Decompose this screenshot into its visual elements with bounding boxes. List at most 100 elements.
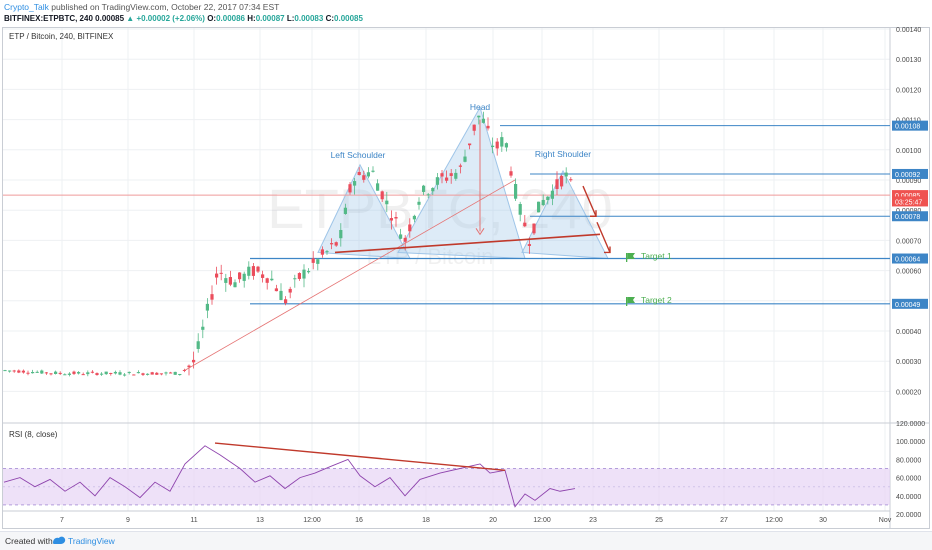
- close-label: C:: [325, 14, 335, 23]
- candle-body: [481, 118, 485, 123]
- candle-body: [426, 194, 430, 196]
- tradingview-link[interactable]: TradingView: [68, 536, 115, 546]
- high-value: 0.00087: [255, 14, 285, 23]
- time-tick-label: 27: [720, 517, 728, 524]
- candle-body: [113, 371, 117, 374]
- candle-body: [95, 373, 99, 376]
- candle-body: [385, 200, 389, 205]
- candle-body: [541, 199, 545, 206]
- candle-body: [560, 176, 564, 187]
- candle-body: [463, 156, 467, 162]
- candle-body: [307, 271, 311, 273]
- time-axis: 7 9 11 13 12:00 16 18 20 12:00 23 25 27 12:00 30 Nov: [60, 517, 892, 524]
- candlestick-series: [3, 111, 573, 377]
- last-price: 0.00085: [95, 14, 125, 23]
- candle-body: [500, 137, 504, 147]
- candle-body: [366, 172, 370, 177]
- candle-body: [40, 370, 44, 374]
- candle-body: [325, 251, 329, 253]
- candle-body: [256, 266, 260, 272]
- candle-body: [357, 171, 361, 176]
- candle-body: [550, 190, 554, 199]
- candle-body: [449, 173, 453, 176]
- candle-body: [81, 374, 85, 376]
- candle-body: [527, 244, 531, 246]
- candle-body: [63, 374, 67, 376]
- candle-body: [77, 372, 81, 374]
- candle-body: [12, 370, 16, 372]
- candle-body: [330, 243, 334, 245]
- candle-body: [477, 115, 481, 118]
- price-badge: [892, 190, 928, 201]
- target2-label: Target 2: [641, 295, 672, 305]
- candle-body: [297, 273, 301, 279]
- chart-area[interactable]: [2, 27, 930, 529]
- price-badge-label: 0.00092: [895, 172, 920, 179]
- time-tick-label: 30: [819, 517, 827, 524]
- time-tick-label: 18: [422, 517, 430, 524]
- candle-body: [495, 141, 499, 149]
- candle-body: [187, 365, 191, 368]
- arrow-down-icon: [590, 210, 597, 217]
- candle-body: [343, 207, 347, 214]
- candle-body: [104, 371, 108, 375]
- candle-body: [67, 373, 71, 375]
- head-and-shoulders-pattern: [317, 106, 609, 260]
- ohlc-legend: BITFINEX:ETPBTC, 240 0.00085 ▲ +0.00002 …: [4, 14, 363, 23]
- price-axis: 0.001400.001300.001200.001100.001000.000…: [892, 27, 928, 396]
- candle-body: [31, 372, 35, 374]
- candle-body: [293, 278, 297, 280]
- rsi-tick-label: 100.0000: [896, 439, 925, 446]
- candle-body: [233, 282, 237, 288]
- candle-body: [504, 143, 508, 148]
- open-label: O:: [207, 14, 217, 23]
- candle-body: [123, 374, 127, 376]
- price-tick-label: 0.00100: [896, 148, 921, 155]
- change-up-icon: ▲: [126, 14, 135, 23]
- price-tick-label: 0.00040: [896, 329, 921, 336]
- candle-body: [564, 172, 568, 177]
- symbol-label: BITFINEX:ETPBTC, 240: [4, 14, 93, 23]
- candle-body: [412, 215, 416, 220]
- pane-title[interactable]: ETP / Bitcoin, 240, BITFINEX: [9, 32, 114, 41]
- candle-body: [132, 374, 136, 376]
- candle-body: [274, 288, 278, 292]
- candle-body: [26, 372, 30, 374]
- candle-body: [486, 125, 490, 129]
- candle-body: [155, 372, 159, 375]
- rsi-title[interactable]: RSI (8, close): [9, 430, 58, 439]
- time-tick-label: 12:00: [533, 517, 551, 524]
- candle-body: [192, 359, 196, 363]
- price-tick-label: 0.00120: [896, 87, 921, 94]
- candle-body: [353, 181, 357, 186]
- candle-body: [169, 372, 173, 374]
- candle-body: [224, 278, 228, 283]
- candle-body: [445, 177, 449, 181]
- candle-body: [270, 278, 274, 281]
- rsi-band: [3, 468, 890, 505]
- time-tick-label: 25: [655, 517, 663, 524]
- candle-body: [472, 124, 476, 131]
- candle-body: [242, 273, 246, 281]
- candle-body: [399, 234, 403, 239]
- candle-body: [3, 370, 7, 372]
- price-badge-label: 0.00049: [895, 302, 920, 309]
- price-badge: [892, 168, 928, 179]
- publication-header: Crypto_Talk published on TradingView.com…: [0, 0, 932, 26]
- candle-body: [514, 183, 518, 199]
- candle-body: [205, 303, 209, 311]
- price-tick-label: 0.00060: [896, 269, 921, 276]
- author-link[interactable]: Crypto_Talk: [4, 2, 49, 12]
- price-change: +0.00002 (+2.06%): [136, 14, 205, 23]
- candle-body: [468, 143, 472, 146]
- candle-body: [491, 145, 495, 147]
- candle-body: [173, 371, 177, 375]
- arrow-down-icon: [604, 246, 611, 254]
- time-tick-label: 20: [489, 517, 497, 524]
- candle-body: [8, 370, 12, 372]
- candle-body: [523, 222, 527, 227]
- candle-body: [21, 370, 25, 373]
- candle-body: [532, 223, 536, 234]
- price-badge: [892, 120, 928, 131]
